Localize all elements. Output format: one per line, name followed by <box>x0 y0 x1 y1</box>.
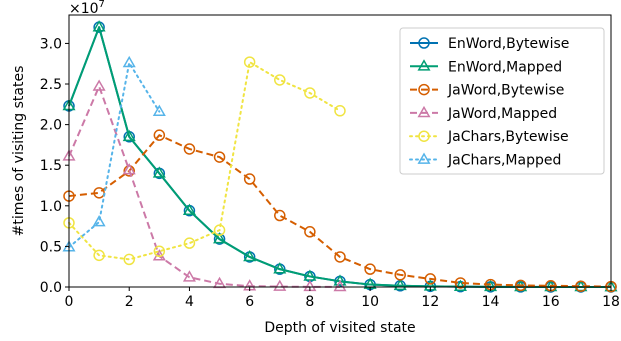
data-point-marker <box>417 59 431 71</box>
data-point-marker <box>304 87 316 99</box>
data-point-marker <box>243 173 256 185</box>
data-point-marker <box>182 203 196 216</box>
data-point-marker <box>183 143 196 155</box>
data-point-marker <box>417 152 431 164</box>
x-tick-label: 16 <box>542 294 560 310</box>
data-point-marker <box>273 279 287 291</box>
y-offset-text: ×107 <box>69 0 105 17</box>
y-offset-base: ×10 <box>69 1 99 17</box>
data-point-marker <box>243 249 257 262</box>
x-tick-label: 0 <box>65 294 74 310</box>
data-point-marker <box>575 280 587 292</box>
data-point-marker <box>122 163 136 175</box>
data-point-marker <box>213 151 226 163</box>
x-tick-label: 18 <box>602 294 620 310</box>
legend-label: EnWord,Mapped <box>448 59 562 75</box>
data-point-marker <box>92 20 106 32</box>
y-tick-label: 1.5 <box>40 158 62 174</box>
data-point-marker <box>274 209 286 222</box>
data-point-marker <box>152 166 166 178</box>
x-tick-label: 4 <box>185 294 194 310</box>
x-tick-label: 14 <box>482 294 500 310</box>
data-point-marker <box>453 279 467 292</box>
data-point-marker <box>334 251 346 263</box>
data-point-marker <box>364 263 376 275</box>
legend-label: JaWord,Bytewise <box>447 83 564 99</box>
data-point-marker <box>243 56 256 68</box>
series-line <box>68 134 612 288</box>
x-tick-label: 2 <box>125 294 134 310</box>
data-point-marker <box>213 224 226 236</box>
series-jachars-bytewise <box>63 56 346 266</box>
legend-label: JaWord,Mapped <box>447 106 557 122</box>
data-point-marker <box>92 79 106 91</box>
data-point-marker <box>213 232 227 244</box>
data-point-marker <box>93 249 105 262</box>
legend-label: EnWord,Bytewise <box>448 36 569 52</box>
y-tick-label: 2.0 <box>40 118 62 134</box>
data-point-marker <box>304 226 316 238</box>
x-tick-label: 10 <box>361 294 379 310</box>
legend-item: EnWord,Bytewise <box>410 36 569 52</box>
data-point-marker <box>418 37 430 49</box>
data-point-marker <box>333 274 347 286</box>
data-point-marker <box>122 129 136 142</box>
data-point-marker <box>152 104 166 116</box>
legend-item: JaWord,Bytewise <box>410 83 564 99</box>
data-point-marker <box>93 187 105 199</box>
data-point-marker <box>153 129 166 141</box>
series-line <box>68 61 341 261</box>
data-point-marker <box>273 262 287 274</box>
y-tick-label: 2.5 <box>40 77 62 93</box>
data-point-marker <box>394 269 406 281</box>
data-point-marker <box>92 215 106 227</box>
x-axis-label: Depth of visited state <box>264 320 415 336</box>
legend-label: JaChars,Bytewise <box>447 129 569 145</box>
axis-ticks: 0 2 4 6 8 10 12 14 16 18 0.0 0.5 1.0 1.5 2.0 2.5 3.0 <box>40 36 620 310</box>
data-point-marker <box>514 279 527 292</box>
x-tick-label: 6 <box>245 294 254 310</box>
legend-label: JaChars,Mapped <box>447 153 561 169</box>
data-point-marker <box>454 277 467 289</box>
data-point-marker <box>418 130 430 142</box>
data-point-marker <box>123 253 135 266</box>
data-point-marker <box>334 105 346 117</box>
data-point-marker <box>274 74 286 86</box>
y-tick-label: 3.0 <box>40 36 62 52</box>
data-point-marker <box>418 83 430 96</box>
series-jaword-mapped <box>62 79 347 292</box>
plot-frame <box>68 14 612 288</box>
y-axis-label: #times of visiting states <box>11 66 27 237</box>
y-tick-label: 0.5 <box>40 239 62 255</box>
legend-item: JaChars,Bytewise <box>409 129 569 145</box>
data-point-marker <box>153 245 166 258</box>
y-offset-exponent: 7 <box>99 0 105 10</box>
x-tick-label: 12 <box>421 294 439 310</box>
series-line <box>68 61 161 249</box>
data-point-marker <box>122 55 136 68</box>
x-tick-label: 8 <box>305 294 314 310</box>
series-jachars-mapped <box>62 55 166 252</box>
y-tick-label: 0.0 <box>40 280 62 296</box>
data-point-marker <box>333 279 347 292</box>
data-point-marker <box>424 273 437 285</box>
legend-item: JaWord,Mapped <box>410 105 557 122</box>
series-jaword-bytewise <box>63 129 617 293</box>
y-tick-label: 1.0 <box>40 199 62 215</box>
legend-box <box>399 27 605 175</box>
legend-item: JaChars,Mapped <box>409 152 561 169</box>
data-point-marker <box>182 270 196 282</box>
data-point-marker <box>417 105 431 118</box>
legend-item: EnWord,Mapped <box>410 59 562 75</box>
data-point-marker <box>183 237 196 249</box>
legend: EnWord,Bytewise EnWord,Mapped JaWord,Bytew… <box>399 27 605 175</box>
data-point-marker <box>393 278 407 291</box>
